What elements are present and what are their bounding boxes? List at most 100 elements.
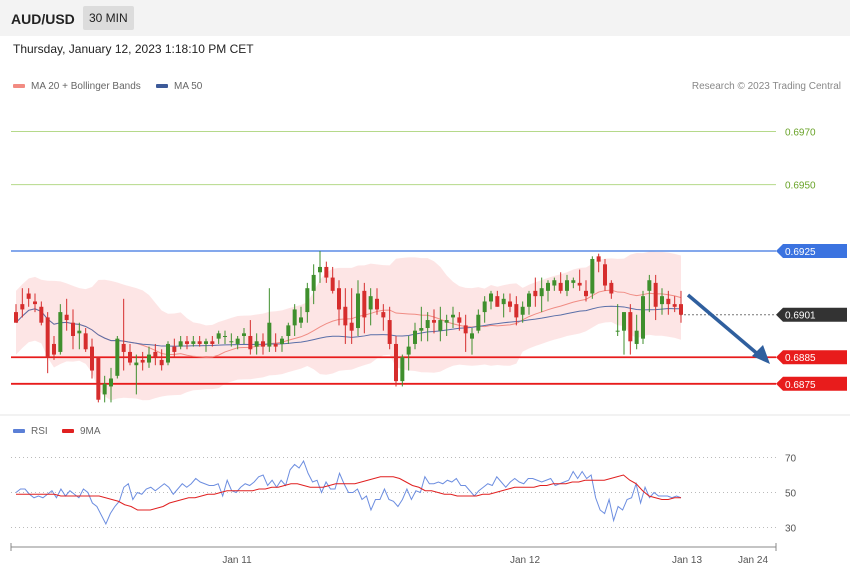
candle-body bbox=[172, 346, 177, 352]
candle bbox=[679, 290, 683, 323]
candle bbox=[172, 338, 177, 358]
candle-body bbox=[679, 304, 683, 315]
candle-body bbox=[77, 330, 82, 334]
candle-body bbox=[20, 304, 25, 310]
candle bbox=[603, 258, 607, 291]
candle-body bbox=[406, 346, 411, 355]
candle-body bbox=[261, 341, 265, 347]
candle-body bbox=[394, 343, 398, 382]
candle-body bbox=[229, 341, 234, 343]
candle-body bbox=[432, 320, 436, 323]
candle-body bbox=[501, 298, 506, 305]
current-level-tag bbox=[776, 307, 847, 322]
candle-body bbox=[147, 354, 151, 363]
candle bbox=[565, 274, 569, 297]
candle-body bbox=[273, 343, 278, 347]
forecast-arrow-head bbox=[752, 345, 770, 364]
candle-body bbox=[400, 357, 405, 382]
candle-body bbox=[254, 341, 259, 347]
x-tick-label: Jan 11 bbox=[222, 555, 252, 566]
candle-body bbox=[292, 309, 297, 326]
candle bbox=[90, 338, 94, 379]
candle-body bbox=[590, 258, 595, 294]
candle bbox=[672, 296, 677, 313]
candle-body bbox=[457, 317, 462, 323]
candle-body bbox=[520, 306, 525, 315]
legend-9ma-swatch bbox=[62, 429, 74, 434]
candle-body bbox=[166, 343, 170, 363]
candle bbox=[58, 304, 63, 355]
timeframe-button[interactable]: 30 MIN bbox=[83, 6, 134, 30]
candle-body bbox=[615, 330, 620, 332]
target-level-label: 0.6950 bbox=[785, 181, 816, 192]
candle bbox=[280, 335, 284, 352]
candle bbox=[267, 288, 272, 352]
support-level-label: 0.6875 bbox=[785, 380, 816, 391]
candle-body bbox=[609, 282, 614, 294]
candle bbox=[292, 304, 297, 336]
legend-9ma-label: 9MA bbox=[80, 426, 101, 437]
candle bbox=[324, 261, 329, 283]
legend-ma50-swatch bbox=[156, 84, 168, 89]
bollinger-band-area bbox=[16, 251, 681, 401]
instrument-title: AUD/USD bbox=[11, 11, 75, 27]
candle-body bbox=[191, 341, 196, 344]
candle bbox=[261, 333, 265, 355]
x-tick-label: Jan 24 bbox=[738, 555, 768, 566]
candle bbox=[584, 280, 588, 302]
candle bbox=[102, 375, 107, 403]
candle bbox=[552, 277, 557, 291]
candle-body bbox=[451, 314, 455, 318]
candle-body bbox=[375, 298, 379, 310]
header-bar: AUD/USD 30 MIN bbox=[0, 0, 850, 36]
legend-9ma: 9MA bbox=[62, 426, 101, 437]
candle-body bbox=[539, 288, 544, 297]
candle bbox=[337, 280, 341, 326]
support-level-label: 0.6885 bbox=[785, 353, 816, 364]
candle bbox=[210, 335, 215, 347]
candle-body bbox=[463, 325, 468, 334]
candle-body bbox=[666, 298, 671, 305]
candle-body bbox=[26, 293, 31, 299]
candle-body bbox=[387, 320, 392, 344]
candle-body bbox=[634, 330, 639, 344]
candle-body bbox=[197, 341, 202, 344]
candle bbox=[153, 343, 158, 366]
timestamp: Thursday, January 12, 2023 1:18:10 PM CE… bbox=[13, 42, 254, 56]
candle-body bbox=[533, 290, 538, 297]
candle bbox=[191, 335, 196, 347]
candle-body bbox=[596, 256, 601, 262]
candle-body bbox=[425, 320, 430, 329]
candle bbox=[115, 335, 120, 379]
candle-body bbox=[558, 282, 563, 291]
candle-body bbox=[514, 304, 519, 318]
candle-body bbox=[356, 293, 360, 329]
candle-body bbox=[495, 296, 500, 307]
candle bbox=[121, 298, 126, 371]
legend-ma20: MA 20 + Bollinger Bands bbox=[13, 81, 141, 92]
candle-body bbox=[324, 266, 329, 278]
candle bbox=[39, 301, 44, 326]
credit-text: Research © 2023 Trading Central bbox=[691, 81, 841, 92]
candle-body bbox=[153, 351, 158, 358]
candle-body bbox=[83, 333, 88, 350]
candle bbox=[451, 306, 455, 329]
legend-rsi-swatch bbox=[13, 429, 25, 434]
candle bbox=[520, 301, 525, 323]
candle bbox=[330, 266, 335, 294]
candle-body bbox=[64, 314, 69, 321]
rsi-tick-label: 30 bbox=[785, 524, 797, 535]
candle bbox=[229, 333, 234, 347]
candle bbox=[159, 349, 164, 371]
legend-ma50: MA 50 bbox=[156, 81, 202, 92]
candle-body bbox=[90, 346, 94, 371]
candle-body bbox=[58, 312, 63, 352]
candle-body bbox=[96, 357, 101, 400]
candle bbox=[444, 314, 449, 336]
pivot-level-tag bbox=[776, 244, 847, 259]
pivot-level-label: 0.6925 bbox=[785, 247, 816, 258]
candle-body bbox=[134, 362, 139, 366]
legend-ma20-label: MA 20 + Bollinger Bands bbox=[31, 81, 141, 92]
candle bbox=[514, 296, 519, 326]
